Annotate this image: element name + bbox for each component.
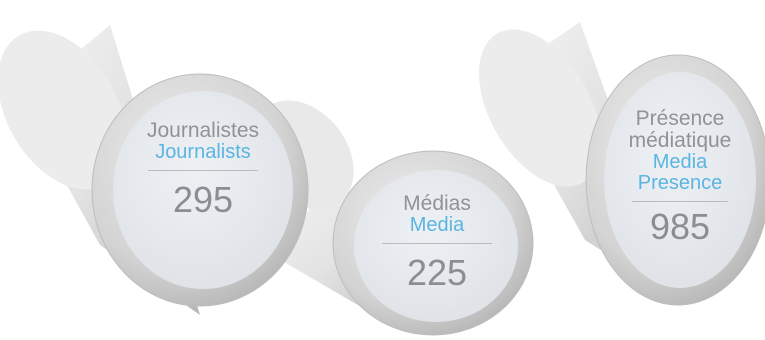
cylinder-face (604, 72, 756, 288)
cylinder-face (354, 170, 518, 322)
cylinder-face (113, 91, 293, 289)
cylinder-journalists (0, 8, 308, 315)
